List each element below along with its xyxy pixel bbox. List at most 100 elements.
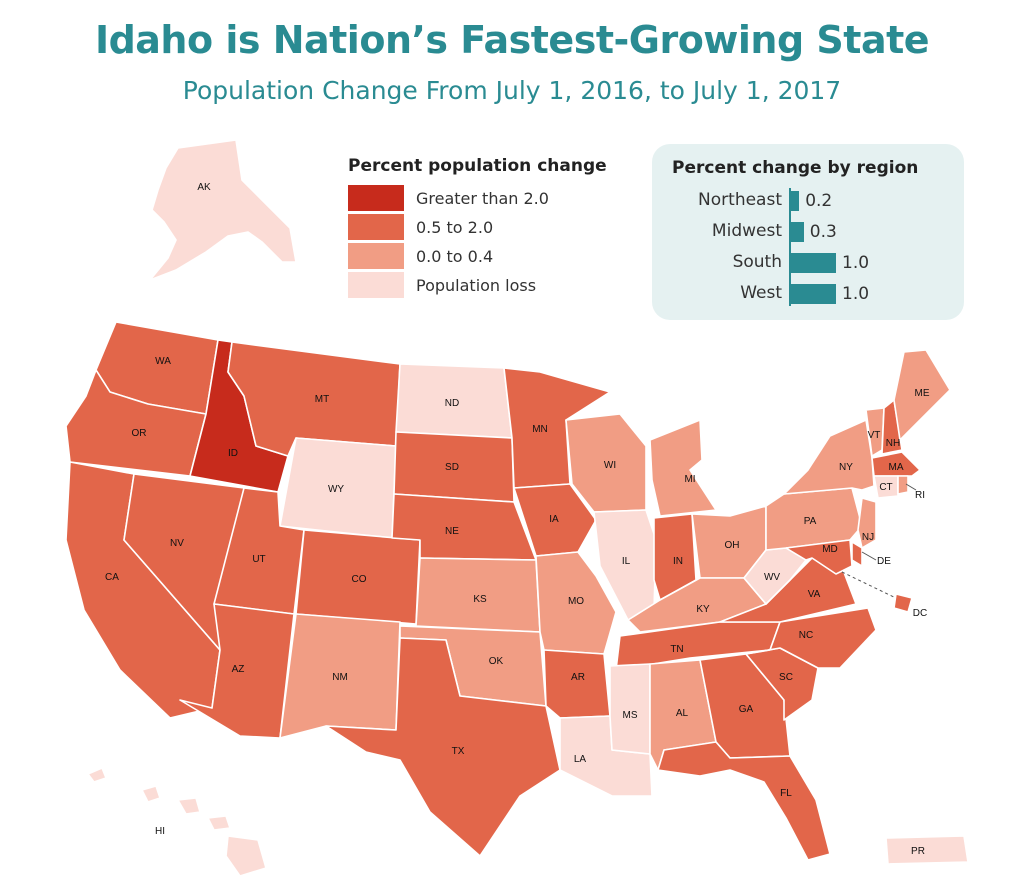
region-bar: [790, 191, 800, 211]
state-label-il: IL: [622, 556, 631, 567]
state-nj[interactable]: [857, 497, 877, 549]
state-label-ct: CT: [879, 482, 892, 493]
state-label-ak: AK: [197, 182, 211, 193]
legend-swatch: [348, 185, 404, 211]
state-label-tx: TX: [452, 746, 465, 757]
state-label-sd: SD: [445, 462, 459, 473]
state-mn[interactable]: [503, 367, 611, 489]
state-ny[interactable]: [783, 419, 875, 495]
state-nc[interactable]: [745, 607, 877, 669]
state-label-ar: AR: [571, 672, 585, 683]
region-change-panel: Percent change by region Northeast 0.2 M…: [652, 144, 964, 320]
region-axis-line: [789, 188, 791, 306]
state-label-va: VA: [808, 589, 821, 600]
state-label-md: MD: [822, 544, 838, 555]
state-label-pa: PA: [804, 516, 817, 527]
state-mi[interactable]: [649, 419, 717, 517]
state-ia[interactable]: [513, 483, 597, 557]
state-label-ut: UT: [252, 554, 265, 565]
state-hi-2[interactable]: [141, 785, 161, 803]
region-value: 1.0: [842, 284, 870, 304]
state-ar[interactable]: [543, 649, 611, 719]
state-label-sc: SC: [779, 672, 793, 683]
state-label-al: AL: [676, 708, 689, 719]
state-label-in: IN: [673, 556, 683, 567]
state-label-wa: WA: [155, 356, 171, 367]
region-value: 1.0: [842, 253, 870, 273]
state-label-nv: NV: [170, 538, 184, 549]
legend-label: 0.0 to 0.4: [416, 246, 494, 266]
state-label-or: OR: [132, 428, 147, 439]
state-hi-4[interactable]: [207, 815, 231, 831]
state-hi-1[interactable]: [87, 767, 107, 783]
region-row-south: South 1.0: [652, 248, 964, 278]
map-subtitle: Population Change From July 1, 2016, to …: [182, 76, 842, 105]
region-name: West: [740, 283, 782, 303]
state-hi-5[interactable]: [225, 835, 267, 877]
legend-label: 0.5 to 2.0: [416, 217, 494, 237]
region-name: Midwest: [711, 221, 782, 241]
state-ms[interactable]: [609, 663, 651, 755]
state-label-nm: NM: [332, 672, 348, 683]
state-label-mt: MT: [315, 394, 329, 405]
state-label-wv: WV: [764, 572, 780, 583]
state-label-fl: FL: [780, 788, 792, 799]
state-tx[interactable]: [325, 637, 561, 857]
state-dc[interactable]: [893, 593, 913, 613]
state-ak[interactable]: [149, 139, 297, 281]
state-mo[interactable]: [535, 551, 617, 655]
state-me[interactable]: [893, 349, 951, 441]
region-row-west: West 1.0: [652, 279, 964, 309]
legend-swatch: [348, 243, 404, 269]
state-label-ia: IA: [549, 514, 559, 525]
state-label-ca: CA: [105, 572, 119, 583]
state-label-nh: NH: [886, 438, 900, 449]
state-md[interactable]: [785, 539, 853, 575]
legend-label: Greater than 2.0: [416, 188, 549, 208]
state-label-ri: RI: [915, 490, 925, 501]
state-hi-3[interactable]: [177, 797, 201, 815]
state-pr[interactable]: [885, 835, 969, 865]
state-label-me: ME: [915, 388, 930, 399]
state-label-nc: NC: [799, 630, 813, 641]
state-nh[interactable]: [881, 399, 903, 455]
state-az[interactable]: [179, 603, 295, 739]
dc-callout-line: [841, 571, 901, 601]
region-bar: [790, 222, 804, 242]
legend-item-greater-than-2: Greater than 2.0: [348, 184, 648, 212]
state-label-ne: NE: [445, 526, 459, 537]
state-label-ks: KS: [473, 594, 487, 605]
state-label-dc: DC: [913, 608, 927, 619]
state-label-ny: NY: [839, 462, 853, 473]
de-callout-line: [861, 551, 877, 561]
state-label-ok: OK: [489, 656, 504, 667]
state-label-wy: WY: [328, 484, 344, 495]
region-value: 0.2: [805, 191, 833, 211]
legend-title: Percent population change: [348, 156, 607, 176]
region-name: South: [732, 252, 782, 272]
state-label-vt: VT: [868, 430, 881, 441]
state-fl[interactable]: [657, 741, 831, 861]
state-ma[interactable]: [871, 451, 921, 477]
state-de[interactable]: [851, 541, 863, 567]
region-name: Northeast: [698, 190, 782, 210]
legend-item-zero-to-04: 0.0 to 0.4: [348, 242, 648, 270]
state-label-pr: PR: [911, 846, 925, 857]
state-label-mn: MN: [532, 424, 548, 435]
state-label-id: ID: [228, 448, 238, 459]
state-label-az: AZ: [232, 664, 245, 675]
state-label-oh: OH: [725, 540, 740, 551]
state-label-nj: NJ: [862, 532, 874, 543]
region-row-midwest: Midwest 0.3: [652, 217, 964, 247]
state-label-nd: ND: [445, 398, 459, 409]
state-ri[interactable]: [897, 475, 909, 495]
legend-item-half-to-2: 0.5 to 2.0: [348, 213, 648, 241]
region-row-northeast: Northeast 0.2: [652, 186, 964, 216]
state-label-tn: TN: [670, 644, 683, 655]
state-label-ms: MS: [623, 710, 638, 721]
state-label-mo: MO: [568, 596, 584, 607]
region-bar: [790, 284, 836, 304]
legend-item-loss: Population loss: [348, 271, 648, 299]
state-ct[interactable]: [873, 475, 899, 499]
